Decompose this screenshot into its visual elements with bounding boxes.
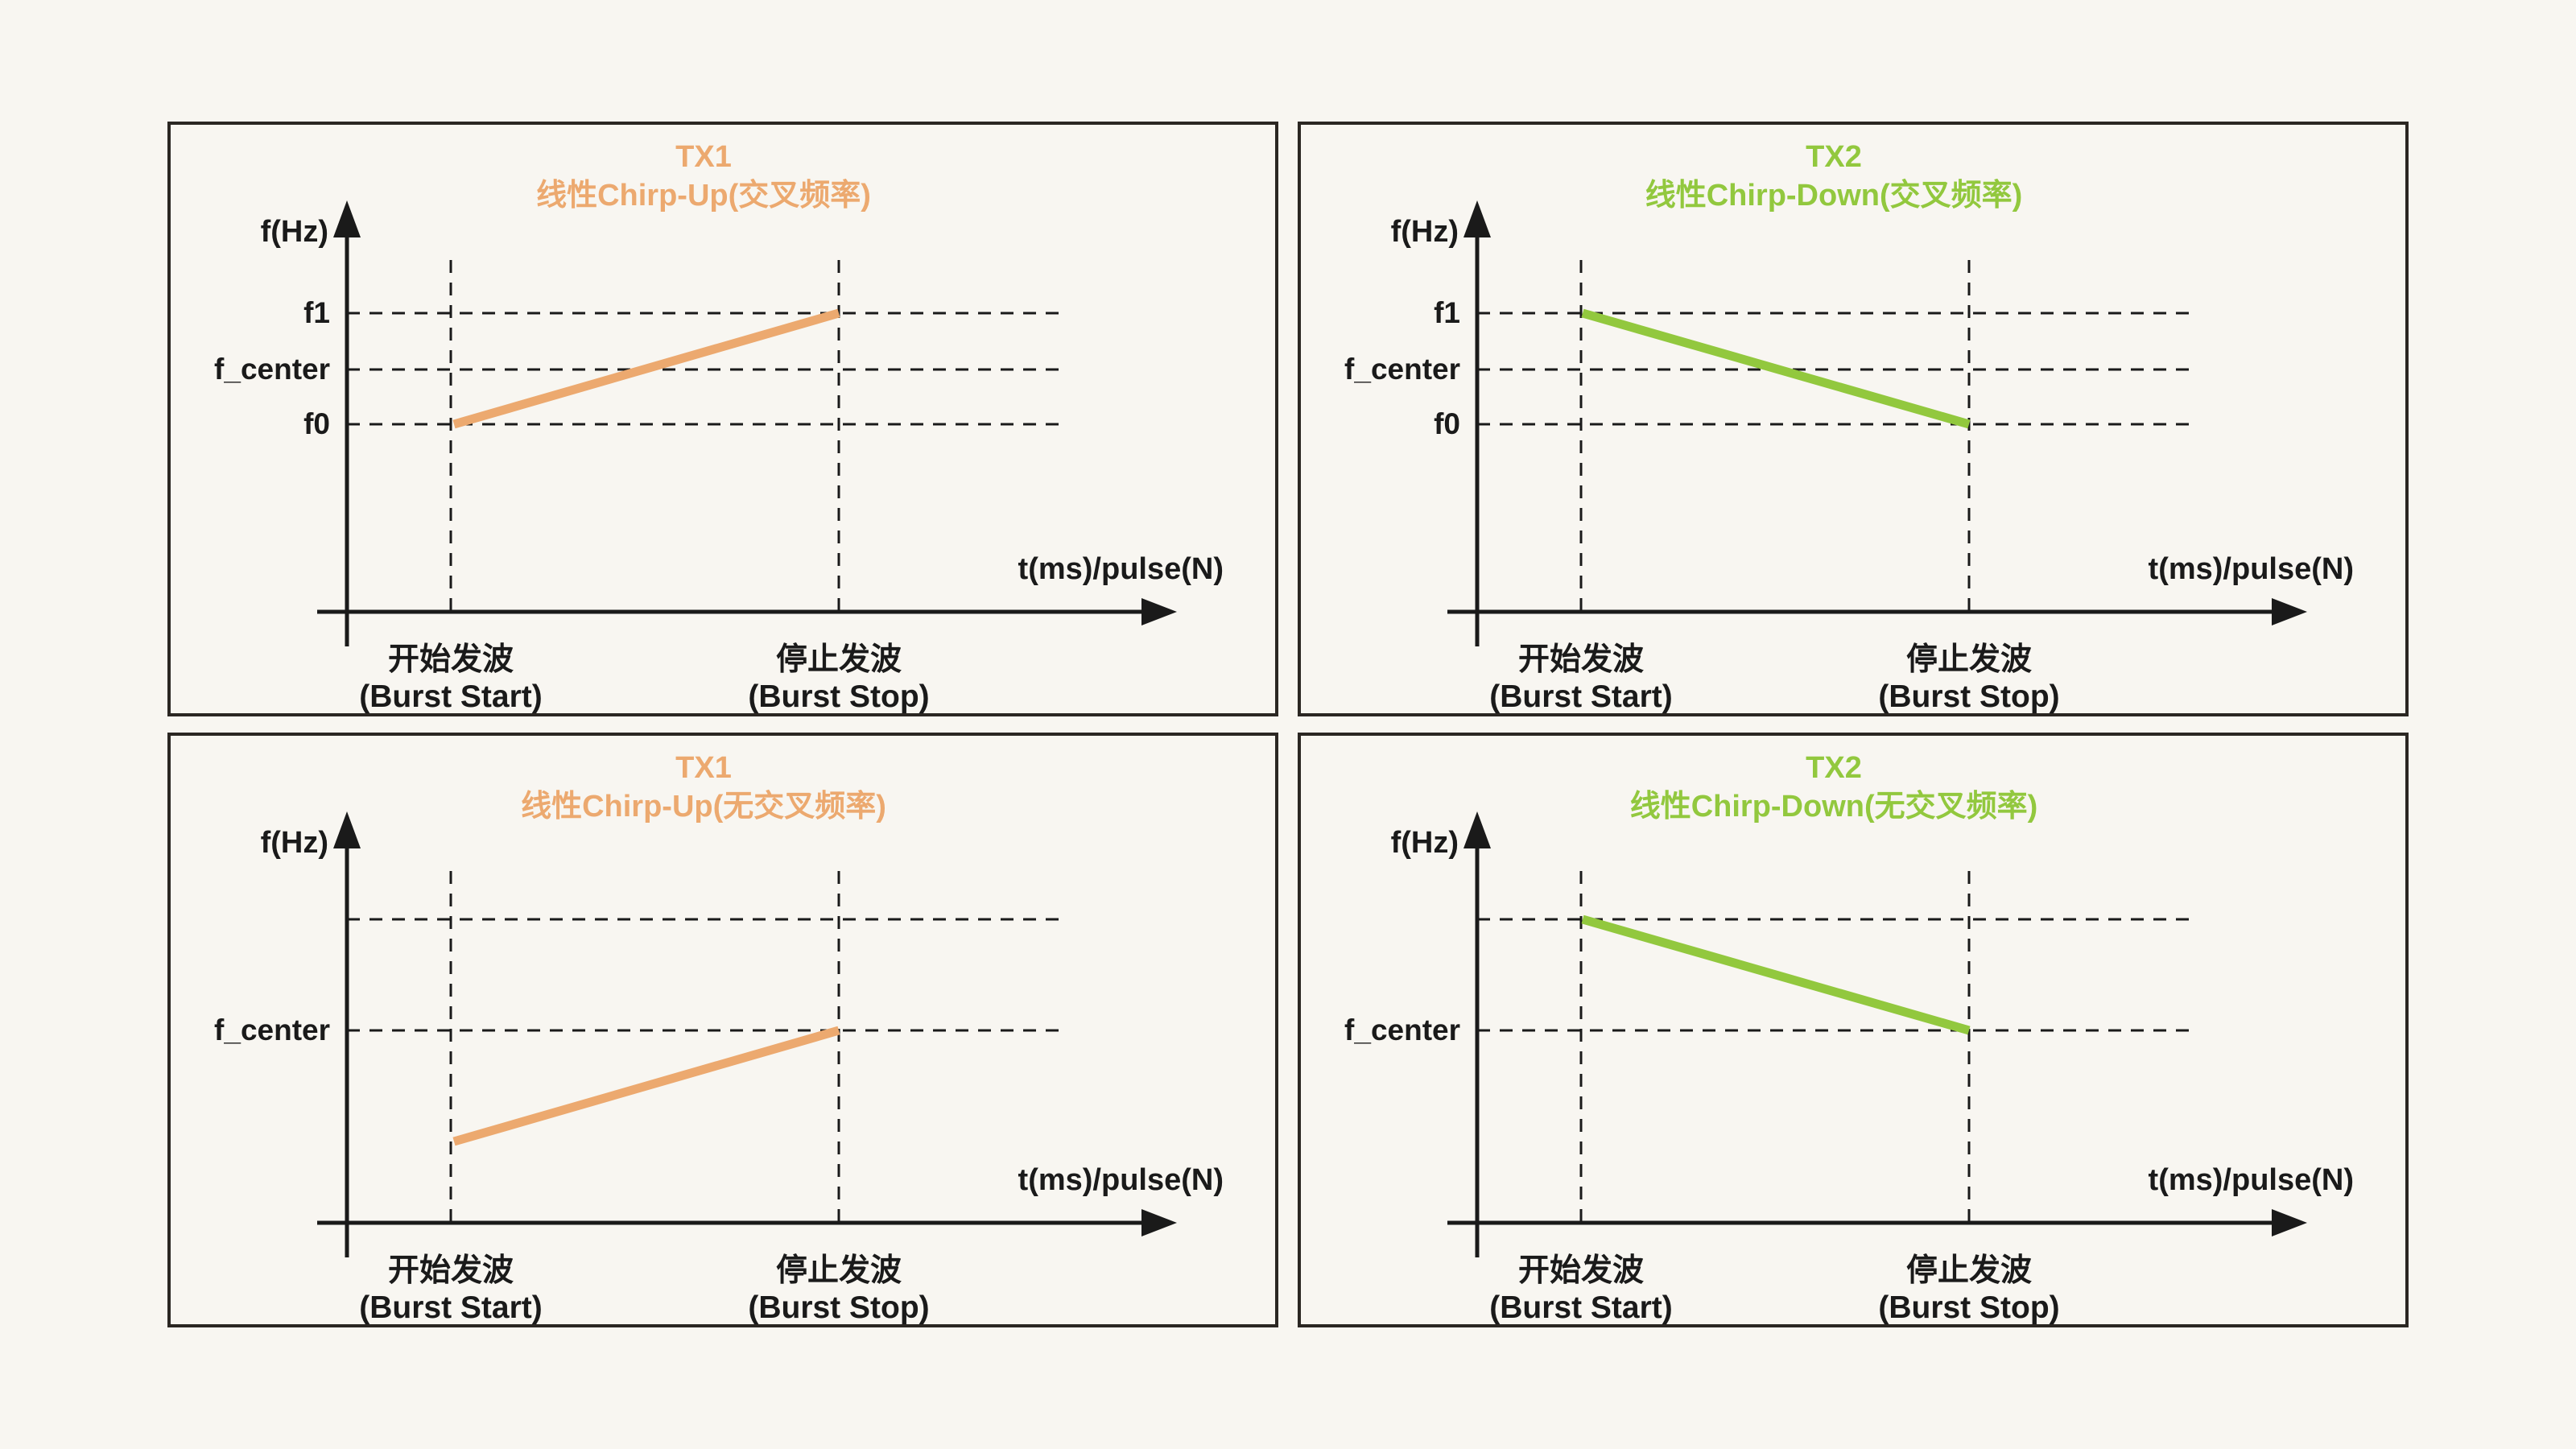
x-tick-burst-start-zh: 开始发波: [1517, 642, 1644, 677]
chirp-plot: [317, 200, 1177, 646]
x-tick-burst-stop: 停止发波 (Burst Stop): [1768, 642, 2170, 716]
panel-subtitle: 线性Chirp-Up(交叉频率): [536, 179, 871, 213]
x-tick-burst-start-zh: 开始发波: [387, 642, 514, 677]
panel-tx2-chirp-down-no-crossing: TX2 线性Chirp-Down(无交叉频率) f(Hz) f_center t…: [1298, 733, 2409, 1327]
x-tick-burst-stop-en: (Burst Stop): [748, 679, 930, 714]
x-tick-burst-stop-en: (Burst Stop): [748, 1290, 930, 1325]
y-axis-label: f(Hz): [1390, 826, 1459, 860]
panel-title: TX1: [675, 140, 732, 174]
y-axis-arrow-icon: [1463, 200, 1491, 237]
x-tick-burst-start: 开始发波 (Burst Start): [1380, 1253, 1782, 1327]
chirp-up-line: [452, 308, 840, 429]
x-tick-burst-stop: 停止发波 (Burst Stop): [1768, 1253, 2170, 1327]
chirp-plot: [1447, 811, 2307, 1257]
y-axis-arrow-icon: [333, 811, 361, 848]
x-tick-burst-start-zh: 开始发波: [387, 1253, 514, 1288]
y-tick-f-center: f_center: [214, 353, 330, 386]
panel-tx1-chirp-up-no-crossing: TX1 线性Chirp-Up(无交叉频率) f(Hz) f_center t(m…: [167, 733, 1278, 1327]
x-axis-label: t(ms)/pulse(N): [1018, 1163, 1224, 1197]
chirp-up-line: [452, 1026, 840, 1146]
y-tick-f-center: f_center: [1344, 353, 1460, 386]
x-tick-burst-stop: 停止发波 (Burst Stop): [638, 642, 1040, 716]
x-tick-burst-start-en: (Burst Start): [1489, 679, 1673, 714]
x-tick-burst-start-en: (Burst Start): [359, 1290, 543, 1325]
panel-tx2-chirp-down-crossing: TX2 线性Chirp-Down(交叉频率) f(Hz) f1 f_center…: [1298, 122, 2409, 716]
chirp-down-line: [1581, 308, 1971, 429]
x-axis-arrow-icon: [1141, 1209, 1177, 1236]
y-tick-f-center: f_center: [1344, 1013, 1460, 1046]
x-tick-burst-stop-zh: 停止发波: [775, 1253, 902, 1288]
x-tick-burst-start: 开始发波 (Burst Start): [250, 1253, 652, 1327]
x-axis-arrow-icon: [2272, 598, 2307, 625]
x-tick-burst-stop-en: (Burst Stop): [1878, 679, 2060, 714]
panel-title: TX2: [1806, 140, 1862, 174]
panel-title: TX1: [675, 751, 732, 785]
x-tick-burst-start: 开始发波 (Burst Start): [1380, 642, 1782, 716]
x-tick-burst-stop-en: (Burst Stop): [1878, 1290, 2060, 1325]
x-tick-burst-start: 开始发波 (Burst Start): [250, 642, 652, 716]
x-tick-burst-stop-zh: 停止发波: [775, 642, 902, 677]
panel-subtitle: 线性Chirp-Up(无交叉频率): [521, 790, 886, 824]
panel-tx1-chirp-up-crossing: TX1 线性Chirp-Up(交叉频率) f(Hz) f1 f_center f…: [167, 122, 1278, 716]
x-axis-label: t(ms)/pulse(N): [2148, 552, 2354, 586]
x-axis-label: t(ms)/pulse(N): [2148, 1163, 2354, 1197]
y-tick-f1: f1: [1434, 296, 1460, 329]
panel-title: TX2: [1806, 751, 1862, 785]
chirp-plot: [317, 811, 1177, 1257]
panel-subtitle: 线性Chirp-Down(无交叉频率): [1629, 790, 2038, 824]
x-tick-burst-start-en: (Burst Start): [359, 679, 543, 714]
panel-subtitle: 线性Chirp-Down(交叉频率): [1645, 179, 2023, 213]
y-axis-label: f(Hz): [1390, 215, 1459, 249]
x-tick-burst-start-en: (Burst Start): [1489, 1290, 1673, 1325]
chirp-down-line: [1581, 914, 1971, 1035]
y-axis-arrow-icon: [1463, 811, 1491, 848]
y-axis-arrow-icon: [333, 200, 361, 237]
y-tick-f1: f1: [303, 296, 330, 329]
x-tick-burst-stop-zh: 停止发波: [1905, 1253, 2032, 1288]
y-tick-f0: f0: [303, 407, 330, 440]
x-axis-arrow-icon: [2272, 1209, 2307, 1236]
x-axis-arrow-icon: [1141, 598, 1177, 625]
x-tick-burst-start-zh: 开始发波: [1517, 1253, 1644, 1288]
y-tick-f-center: f_center: [214, 1013, 330, 1046]
x-tick-burst-stop: 停止发波 (Burst Stop): [638, 1253, 1040, 1327]
y-tick-f0: f0: [1434, 407, 1460, 440]
x-axis-label: t(ms)/pulse(N): [1018, 552, 1224, 586]
chirp-plot: [1447, 200, 2307, 646]
y-axis-label: f(Hz): [260, 215, 328, 249]
x-tick-burst-stop-zh: 停止发波: [1905, 642, 2032, 677]
y-axis-label: f(Hz): [260, 826, 328, 860]
